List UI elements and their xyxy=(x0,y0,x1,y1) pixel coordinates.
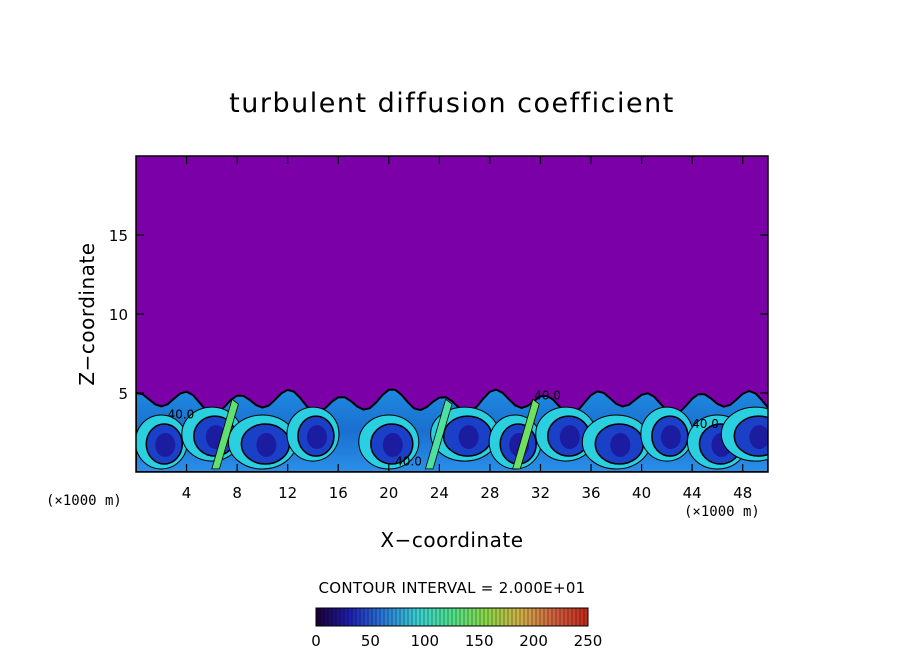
colorbar-ticks: 0 50 100 150 200 250 xyxy=(311,632,602,650)
x-tick-label: 12 xyxy=(278,484,297,502)
x-tick-label: 36 xyxy=(581,484,600,502)
x-unit-left: (×1000 m) xyxy=(46,493,122,509)
eddy-center xyxy=(306,425,327,450)
colorbar-tick-label: 150 xyxy=(465,632,494,650)
chart-title: turbulent diffusion coefficient xyxy=(229,88,675,119)
contour-label: 40.0 xyxy=(692,417,719,431)
plot-area: 40.0 40.0 40.0 40.0 xyxy=(136,156,768,472)
high-value-streak xyxy=(211,398,239,470)
eddy-center xyxy=(155,432,176,457)
high-value-streak xyxy=(424,398,453,470)
x-unit-right: (×1000 m) xyxy=(684,504,760,520)
x-tick-label: 16 xyxy=(329,484,348,502)
x-tick-label: 32 xyxy=(531,484,550,502)
contour-interval-text: CONTOUR INTERVAL = 2.000E+01 xyxy=(318,579,585,597)
x-tick-label: 8 xyxy=(232,484,242,502)
x-tick-label: 4 xyxy=(182,484,192,502)
colorbar-tick-label: 200 xyxy=(519,632,548,650)
colorbar-tick-label: 100 xyxy=(410,632,439,650)
high-value-streak xyxy=(512,398,540,470)
colorbar-tick-label: 50 xyxy=(361,632,380,650)
eddy-center xyxy=(660,425,681,450)
x-axis-ticks: 4 8 12 16 20 24 28 32 36 40 44 48 xyxy=(182,156,752,502)
y-axis-ticks: 5 10 15 xyxy=(109,227,768,403)
eddy-center xyxy=(458,425,479,450)
contour-labels: 40.0 40.0 40.0 40.0 xyxy=(168,388,719,468)
eddy-center xyxy=(610,432,631,457)
eddy-center xyxy=(749,425,768,450)
x-tick-label: 20 xyxy=(379,484,398,502)
y-tick-label: 15 xyxy=(109,227,128,245)
colorbar-tick-label: 250 xyxy=(574,632,603,650)
contour-label: 40.0 xyxy=(395,455,422,469)
x-tick-label: 48 xyxy=(733,484,752,502)
colorbar-tick-label: 0 xyxy=(311,632,321,650)
eddy-center xyxy=(382,432,403,457)
y-axis-label: Z−coordinate xyxy=(75,242,99,385)
x-tick-label: 28 xyxy=(480,484,499,502)
y-tick-label: 10 xyxy=(109,306,128,324)
eddy-center xyxy=(559,425,580,450)
eddy-cells xyxy=(136,398,768,470)
x-axis-label: X−coordinate xyxy=(380,528,523,552)
y-tick-label: 5 xyxy=(118,385,128,403)
eddy-center xyxy=(256,432,277,457)
contour-label: 40.0 xyxy=(534,388,561,402)
colorbar-stripes xyxy=(319,608,585,626)
x-tick-label: 44 xyxy=(683,484,702,502)
x-tick-label: 24 xyxy=(430,484,449,502)
contour-label: 40.0 xyxy=(168,407,195,421)
x-tick-label: 40 xyxy=(632,484,651,502)
